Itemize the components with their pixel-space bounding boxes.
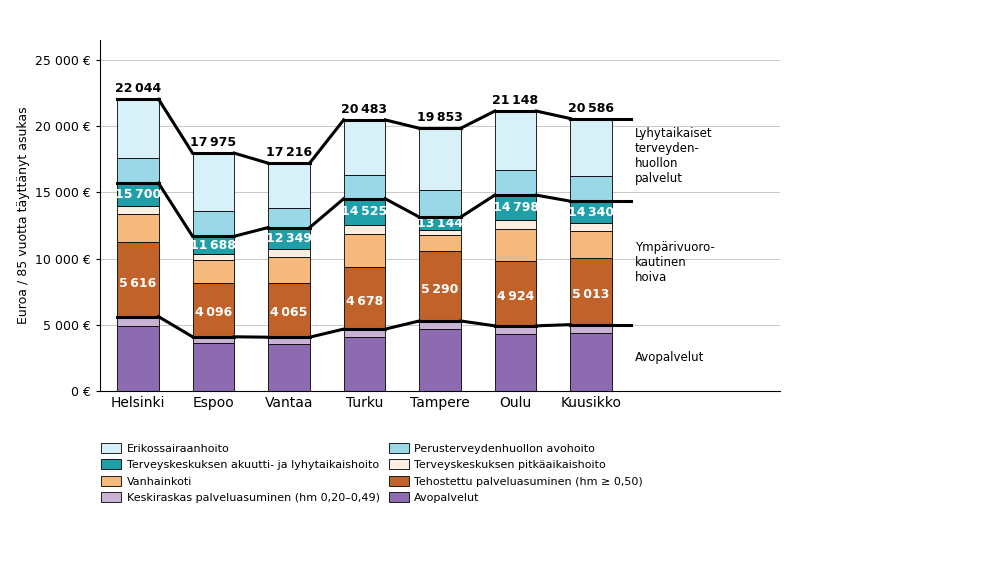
Bar [344,267,385,329]
Bar [570,332,612,391]
Bar [268,256,310,283]
Bar [419,190,461,217]
Legend: Erikossairaanhoito, Terveyskeskuksen akuutti- ja lyhytaikaishoito, Vanhainkoti, : Erikossairaanhoito, Terveyskeskuksen aku… [97,439,647,507]
Bar [495,195,536,220]
Text: 14 798: 14 798 [493,201,539,214]
Bar [117,317,159,325]
Text: 22 044: 22 044 [115,82,161,95]
Text: 14 525: 14 525 [341,205,388,218]
Bar [570,223,612,231]
Bar [117,206,159,214]
Text: 20 483: 20 483 [341,103,387,116]
Bar [495,170,536,195]
Text: 15 700: 15 700 [115,188,161,201]
Bar [495,111,536,170]
Text: 19 853: 19 853 [417,111,463,124]
Bar [495,334,536,391]
Bar [268,228,310,249]
Bar [193,337,234,343]
Bar [419,230,461,235]
Text: 4 678: 4 678 [346,295,383,308]
Bar [193,282,234,337]
Bar [570,177,612,201]
Text: 5 616: 5 616 [119,277,156,290]
Bar [344,235,385,267]
Bar [193,254,234,260]
Text: Ympärivuoro-
kautinen
hoiva: Ympärivuoro- kautinen hoiva [635,242,714,285]
Text: 4 096: 4 096 [195,306,232,319]
Bar [193,153,234,212]
Bar [570,258,612,325]
Bar [495,326,536,334]
Bar [570,231,612,258]
Bar [268,208,310,228]
Text: 13 144: 13 144 [417,217,463,230]
Text: 17 216: 17 216 [266,146,312,159]
Bar [117,325,159,391]
Bar [117,183,159,206]
Y-axis label: Euroa / 85 vuotta täyttänyt asukas: Euroa / 85 vuotta täyttänyt asukas [17,107,30,324]
Bar [117,99,159,158]
Text: 12 349: 12 349 [266,232,312,244]
Text: 4 065: 4 065 [270,306,308,320]
Bar [344,329,385,336]
Text: 14 340: 14 340 [568,205,614,218]
Text: 5 290: 5 290 [421,283,459,296]
Bar [495,260,536,326]
Bar [419,235,461,251]
Bar [570,118,612,177]
Bar [193,212,234,236]
Bar [344,336,385,391]
Bar [193,343,234,391]
Bar [268,249,310,256]
Bar [117,242,159,317]
Bar [570,201,612,223]
Bar [419,217,461,230]
Bar [495,229,536,260]
Bar [117,214,159,242]
Bar [570,325,612,332]
Text: 17 975: 17 975 [190,136,236,149]
Text: Avopalvelut: Avopalvelut [635,351,704,365]
Bar [344,199,385,225]
Bar [419,329,461,391]
Bar [268,163,310,208]
Text: 5 013: 5 013 [572,288,610,301]
Bar [193,260,234,282]
Bar [344,175,385,199]
Bar [419,251,461,321]
Bar [344,225,385,235]
Text: Lyhytaikaiset
terveyden-
huollon
palvelut: Lyhytaikaiset terveyden- huollon palvelu… [635,127,712,185]
Text: 11 688: 11 688 [190,239,236,252]
Bar [344,120,385,175]
Text: 21 148: 21 148 [492,94,539,107]
Text: 4 924: 4 924 [497,290,534,303]
Bar [268,337,310,344]
Bar [268,344,310,391]
Bar [419,128,461,190]
Bar [193,236,234,254]
Bar [419,321,461,329]
Bar [495,220,536,229]
Bar [117,158,159,183]
Text: 20 586: 20 586 [568,102,614,114]
Bar [268,283,310,337]
